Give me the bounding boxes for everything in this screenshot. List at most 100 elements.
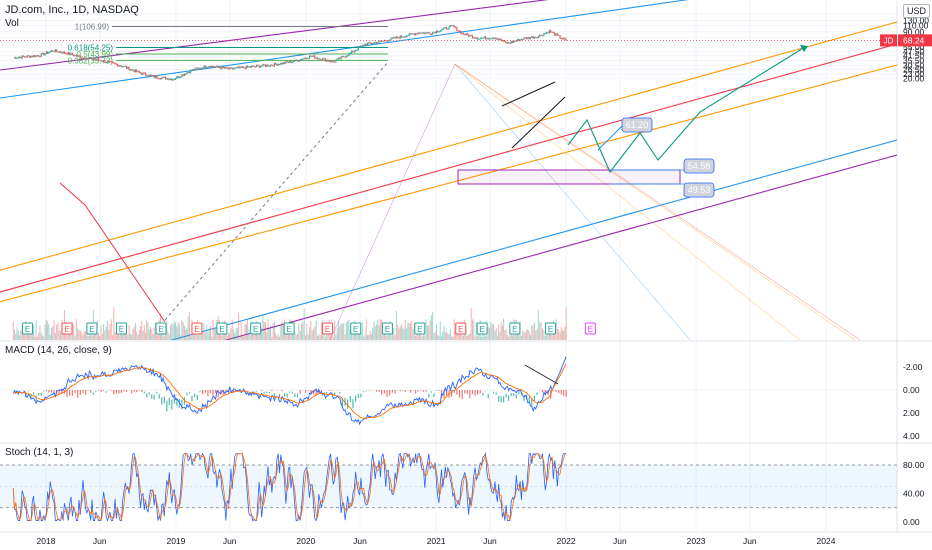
macd-histogram-bar	[255, 390, 258, 392]
macd-histogram-bar	[35, 395, 37, 402]
macd-histogram-bar	[381, 390, 383, 395]
currency-badge[interactable]: USD	[903, 4, 931, 18]
price-candle	[528, 37, 530, 39]
macd-histogram-bar	[95, 391, 97, 393]
macd-histogram-bar	[263, 391, 265, 394]
volume-bar	[559, 332, 561, 340]
price-candle	[96, 58, 98, 60]
price-candle	[466, 33, 468, 35]
earnings-marker-label: E	[286, 325, 291, 334]
price-candle	[404, 36, 406, 38]
macd-histogram-bar	[105, 391, 107, 393]
price-candle	[490, 38, 492, 40]
price-candle	[78, 55, 80, 57]
price-candle	[447, 29, 449, 30]
price-candle	[500, 38, 502, 41]
macd-histogram-bar	[196, 394, 198, 400]
price-axis-tick-label: 20.00	[903, 73, 925, 83]
macd-histogram-bar	[500, 396, 502, 403]
macd-histogram-bar	[331, 390, 333, 391]
price-candle	[295, 59, 297, 61]
volume-bar	[316, 335, 318, 340]
macd-histogram-bar	[191, 395, 193, 402]
price-candle	[485, 36, 487, 40]
price-candle	[369, 42, 371, 44]
price-candle	[550, 30, 552, 33]
macd-histogram-bar	[471, 390, 474, 395]
price-candle	[529, 37, 532, 39]
volume-bar	[83, 332, 85, 340]
price-candle	[503, 40, 505, 42]
volume-bar	[57, 322, 59, 340]
price-candle	[75, 55, 77, 57]
price-candle	[255, 65, 258, 67]
price-candle	[41, 53, 44, 54]
volume-bar	[56, 324, 58, 340]
volume-bar	[448, 334, 450, 340]
volume-bar	[468, 334, 470, 340]
volume-bar	[238, 313, 240, 340]
earnings-marker-label: E	[89, 325, 94, 334]
price-candle	[22, 55, 24, 57]
macd-histogram-bar	[284, 393, 286, 397]
volume-bar	[40, 332, 42, 340]
price-candle	[330, 61, 332, 63]
macd-histogram-bar	[310, 390, 312, 395]
price-candle	[88, 57, 91, 59]
macd-axis-tick-label: -2.00	[903, 362, 923, 372]
volume-bar	[377, 319, 379, 340]
price-candle	[481, 38, 483, 39]
volume-bar	[91, 335, 93, 340]
volume-bar	[241, 336, 243, 340]
price-candle	[334, 61, 336, 63]
volume-bar	[301, 323, 303, 340]
price-candle	[133, 70, 135, 72]
price-axis-tick-label: 41.50	[903, 51, 925, 61]
price-candle	[221, 66, 223, 69]
macd-histogram-bar	[349, 396, 351, 403]
volume-bar	[58, 330, 60, 340]
macd-histogram-bar	[217, 390, 219, 398]
projection-path	[567, 46, 806, 174]
price-candle	[149, 74, 152, 76]
macd-histogram-bar	[518, 392, 520, 395]
macd-histogram-bar	[513, 393, 515, 397]
volume-bar	[114, 332, 116, 340]
price-candle	[539, 34, 541, 37]
price-candle	[494, 37, 496, 39]
price-candle	[374, 42, 376, 44]
earnings-marker	[61, 322, 73, 335]
volume-bar	[491, 324, 493, 340]
volume-bar	[141, 320, 143, 340]
macd-histogram-bar	[232, 390, 235, 393]
price-candle	[277, 64, 279, 66]
volume-bar	[185, 328, 187, 340]
price-candle	[526, 37, 528, 39]
volume-bar	[403, 328, 405, 340]
price-candle	[144, 72, 147, 76]
macd-histogram-bar	[273, 393, 276, 397]
price-candle	[243, 66, 245, 68]
macd-histogram-bar	[113, 390, 115, 395]
price-candle	[203, 65, 205, 69]
volume-bar	[540, 322, 542, 340]
price-candle	[344, 56, 346, 58]
earnings-marker	[414, 322, 426, 335]
volume-bar	[429, 320, 431, 340]
macd-histogram-bar	[415, 390, 417, 394]
volume-bar	[277, 334, 279, 340]
price-candle	[504, 40, 506, 42]
price-candle	[82, 57, 84, 59]
macd-histogram-bar	[199, 391, 201, 393]
volume-bar	[505, 329, 507, 340]
price-candle	[48, 52, 50, 54]
price-candle	[495, 37, 497, 40]
price-candle	[532, 36, 534, 39]
price-candle	[421, 32, 423, 34]
volume-bar	[192, 334, 194, 340]
stoch-axis-tick-label: 40.00	[903, 489, 925, 499]
volume-bar	[112, 335, 114, 340]
volume-bar	[537, 310, 539, 340]
